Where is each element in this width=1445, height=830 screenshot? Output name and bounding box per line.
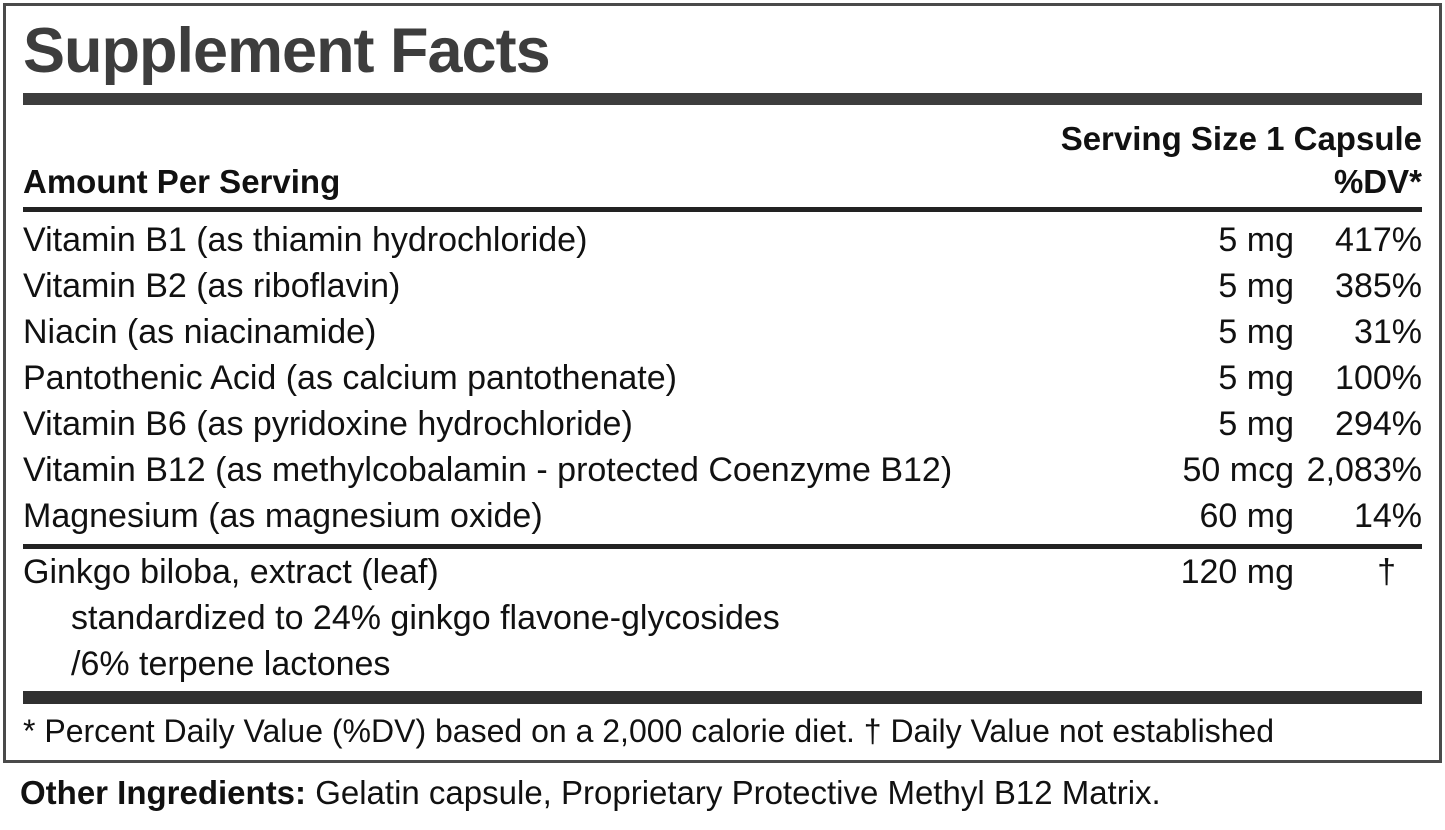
other-ingredients-label: Other Ingredients: [20, 774, 307, 811]
footnote-divider-bar [23, 691, 1422, 704]
nutrient-amount: 50 mcg [1182, 451, 1295, 489]
nutrient-amount: 5 mg [1218, 313, 1294, 351]
nutrient-dv: 385% [1335, 267, 1422, 305]
header-divider [23, 207, 1422, 212]
nutrient-dv: 2,083% [1306, 451, 1422, 489]
nutrient-name: Vitamin B1 (as thiamin hydrochloride) [23, 221, 588, 259]
panel-title: Supplement Facts [23, 16, 551, 86]
dv-header: %DV* [1333, 163, 1422, 200]
nutrient-rows: Vitamin B1 (as thiamin hydrochloride) 5 … [23, 217, 1422, 539]
serving-size: Serving Size 1 Capsule [1060, 120, 1422, 157]
nutrient-row-pantothenic-acid: Pantothenic Acid (as calcium pantothenat… [23, 355, 1422, 401]
botanical-row-ginkgo: Ginkgo biloba, extract (leaf) 120 mg † [23, 549, 1422, 595]
nutrient-amount: 5 mg [1218, 405, 1294, 443]
nutrient-amount: 5 mg [1218, 221, 1294, 259]
nutrient-name: Magnesium (as magnesium oxide) [23, 497, 543, 535]
botanical-name: Ginkgo biloba, extract (leaf) [23, 553, 439, 591]
nutrient-row-vitamin-b1: Vitamin B1 (as thiamin hydrochloride) 5 … [23, 217, 1422, 263]
nutrient-name: Vitamin B12 (as methylcobalamin - protec… [23, 451, 953, 489]
nutrient-dv: 14% [1353, 497, 1422, 535]
nutrient-name: Pantothenic Acid (as calcium pantothenat… [23, 359, 677, 397]
nutrient-name: Vitamin B2 (as riboflavin) [23, 267, 401, 305]
nutrient-amount: 5 mg [1218, 359, 1294, 397]
nutrient-amount: 5 mg [1218, 267, 1294, 305]
section-divider [23, 544, 1422, 549]
nutrient-dv: 294% [1335, 405, 1422, 443]
botanical-dv-dagger: † [1377, 553, 1396, 591]
nutrient-name: Niacin (as niacinamide) [23, 313, 377, 351]
botanical-amount: 120 mg [1180, 553, 1294, 591]
nutrient-row-niacin: Niacin (as niacinamide) 5 mg 31% [23, 309, 1422, 355]
amount-per-serving-header: Amount Per Serving [23, 163, 341, 200]
botanical-detail-line: /6% terpene lactones [71, 645, 391, 683]
nutrient-row-vitamin-b2: Vitamin B2 (as riboflavin) 5 mg 385% [23, 263, 1422, 309]
other-ingredients: Other Ingredients: Gelatin capsule, Prop… [0, 763, 1445, 813]
nutrient-amount: 60 mg [1199, 497, 1295, 535]
botanical-detail-line: standardized to 24% ginkgo flavone-glyco… [71, 599, 780, 637]
title-divider-bar [23, 93, 1422, 105]
nutrient-dv: 100% [1335, 359, 1422, 397]
nutrient-dv: 31% [1353, 313, 1422, 351]
nutrient-row-vitamin-b12: Vitamin B12 (as methylcobalamin - protec… [23, 447, 1422, 493]
supplement-facts-panel: Supplement Facts Serving Size 1 Capsule … [3, 3, 1442, 763]
nutrient-row-magnesium: Magnesium (as magnesium oxide) 60 mg 14% [23, 493, 1422, 539]
nutrient-row-vitamin-b6: Vitamin B6 (as pyridoxine hydrochloride)… [23, 401, 1422, 447]
daily-value-footnote: * Percent Daily Value (%DV) based on a 2… [23, 713, 1275, 749]
nutrient-dv: 417% [1335, 221, 1422, 259]
column-header-row: Amount Per Serving %DV* [23, 162, 1422, 202]
nutrient-name: Vitamin B6 (as pyridoxine hydrochloride) [23, 405, 633, 443]
other-ingredients-text: Gelatin capsule, Proprietary Protective … [306, 774, 1161, 811]
